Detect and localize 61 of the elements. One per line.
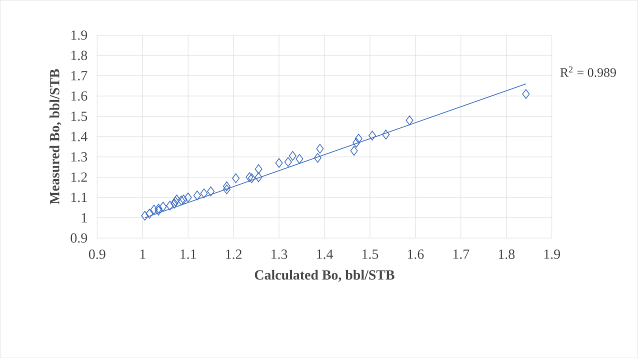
point	[284, 157, 292, 167]
point	[522, 89, 530, 99]
point	[248, 173, 256, 183]
y-tick-label: 1.6	[71, 91, 88, 101]
x-axis-title: Calculated Bo, bbl/STB	[254, 270, 394, 282]
x-tick-label: 1.5	[362, 249, 378, 259]
point	[275, 158, 283, 168]
y-tick-label: 1	[82, 213, 87, 222]
y-tick-label: 1.2	[71, 172, 87, 182]
y-tick-label: 1.7	[71, 70, 88, 80]
point	[222, 181, 230, 192]
y-tick-label: 1.9	[71, 30, 88, 40]
point	[288, 150, 296, 161]
point	[193, 190, 201, 200]
point	[207, 186, 215, 196]
point	[154, 204, 162, 214]
y-axis-title: Measured Bo, bbl/STB	[50, 69, 62, 204]
x-tick-label: 1.1	[180, 249, 196, 259]
point	[368, 130, 376, 140]
point	[382, 130, 390, 140]
point	[314, 152, 322, 163]
point	[354, 134, 362, 144]
x-tick-label: 1.2	[226, 249, 242, 259]
point	[172, 194, 180, 204]
x-tick-label: 0.9	[88, 249, 106, 259]
point	[184, 192, 192, 202]
y-tick-label: 1.1	[71, 192, 87, 202]
point	[254, 172, 262, 182]
x-tick-label: 1.7	[453, 249, 470, 259]
x-tick-label: 1.6	[408, 249, 424, 259]
point	[180, 194, 188, 204]
y-tick-label: 1.4	[71, 132, 88, 142]
point	[222, 184, 230, 194]
point	[170, 198, 178, 208]
point	[146, 208, 154, 219]
y-tick-label: 0.9	[70, 233, 88, 243]
point	[316, 144, 324, 154]
x-tick-label: 1.9	[544, 249, 560, 259]
point	[200, 188, 208, 198]
point	[150, 204, 158, 214]
point	[166, 200, 174, 210]
point	[352, 138, 360, 148]
x-tick-label: 1.4	[317, 249, 333, 259]
point	[254, 164, 262, 174]
point	[246, 172, 254, 182]
point	[350, 146, 358, 156]
y-tick-label: 1.8	[71, 50, 88, 60]
point	[178, 196, 186, 206]
point	[159, 202, 167, 212]
y-tick-label: 1.3	[71, 152, 88, 162]
x-tick-label: 1.8	[498, 249, 515, 259]
y-tick-label: 1.5	[71, 112, 88, 121]
point	[141, 210, 149, 221]
text: R$^{2}$ = 0.989	[560, 66, 616, 77]
x-tick-label: 1	[140, 249, 146, 259]
x-tick-label: 1.3	[272, 249, 288, 259]
point	[296, 154, 304, 164]
point	[232, 173, 240, 183]
point	[406, 115, 414, 126]
point	[172, 196, 180, 206]
point	[154, 206, 162, 216]
